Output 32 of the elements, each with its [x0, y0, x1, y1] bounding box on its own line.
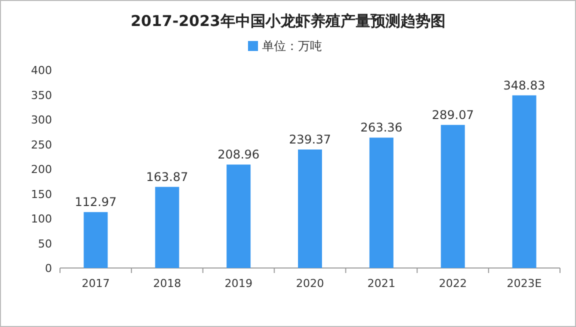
data-label: 289.07: [432, 108, 474, 122]
x-tick-label: 2021: [367, 277, 396, 290]
y-tick-label: 350: [31, 88, 52, 102]
x-tick-label: 2023E: [506, 277, 542, 290]
y-tick-label: 200: [31, 163, 52, 176]
data-label: 208.96: [218, 148, 260, 162]
bar: [298, 150, 322, 268]
y-tick-label: 50: [38, 237, 52, 250]
y-tick-label: 100: [31, 212, 52, 226]
y-tick-label: 150: [31, 188, 52, 201]
y-tick-label: 250: [31, 138, 52, 152]
bar: [440, 124, 465, 268]
data-label: 348.83: [503, 78, 546, 92]
x-tick-label: 2017: [82, 277, 110, 290]
legend-label: 单位：万吨: [262, 39, 322, 53]
chart-title: 2017-2023年中国小龙虾养殖产量预测趋势图: [130, 12, 446, 30]
y-tick-label: 0: [45, 262, 52, 275]
data-label: 239.37: [289, 132, 331, 147]
x-tick-label: 2019: [224, 277, 253, 290]
x-tick-label: 2020: [296, 277, 324, 290]
data-label: 112.97: [74, 195, 117, 210]
data-label: 163.87: [146, 170, 188, 184]
bar: [512, 95, 536, 268]
x-tick-label: 2018: [153, 277, 182, 290]
bar: [84, 212, 108, 268]
bar: [155, 186, 180, 268]
y-tick-label: 400: [31, 64, 52, 77]
bar: [369, 138, 394, 268]
x-tick-label: 2022: [438, 277, 467, 290]
data-label: 263.36: [360, 120, 402, 135]
y-tick-label: 300: [31, 114, 52, 126]
bar: [226, 164, 251, 268]
